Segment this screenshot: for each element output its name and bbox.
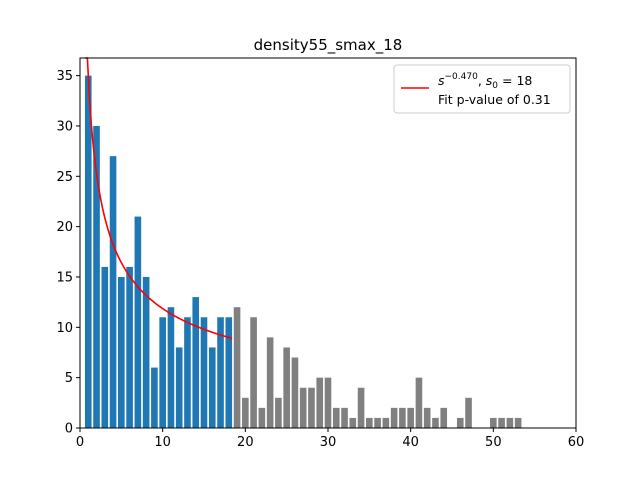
tail-bar	[390, 407, 398, 428]
y-tick-label: 10	[56, 321, 73, 336]
x-tick-label: 0	[76, 435, 84, 450]
x-axis: 0 10 20 30 40 50 60	[76, 428, 584, 450]
fit-bar	[134, 216, 142, 428]
x-tick-label: 20	[237, 435, 254, 450]
chart-title: density55_smax_18	[254, 36, 403, 55]
y-tick-label: 35	[56, 69, 73, 84]
tail-bar	[233, 307, 241, 428]
tail-bar	[407, 407, 414, 428]
tail-bar	[324, 377, 332, 428]
plot-bars	[84, 75, 522, 429]
y-tick-label: 30	[56, 119, 73, 134]
tail-bar	[498, 417, 505, 428]
x-tick-label: 60	[568, 435, 585, 450]
tail-bar	[357, 387, 365, 428]
y-tick-label: 0	[65, 422, 73, 437]
fit-bar	[109, 156, 117, 428]
tail-bar	[308, 387, 315, 428]
fit-bar	[159, 317, 166, 428]
tail-bar	[275, 397, 282, 428]
fit-bar	[225, 317, 233, 428]
fit-bar	[151, 367, 158, 428]
tail-bar	[266, 337, 274, 428]
tail-bar	[514, 417, 522, 428]
tail-bar	[316, 377, 324, 428]
tail-bar	[415, 377, 423, 428]
x-tick-label: 40	[402, 435, 419, 450]
legend: s−0.470, s0 = 18 Fit p-value of 0.31	[393, 64, 571, 114]
tail-bar	[332, 407, 340, 428]
tail-bar	[506, 417, 514, 428]
fit-bar	[175, 347, 183, 428]
tail-bar	[341, 407, 348, 428]
tail-bar	[382, 417, 390, 428]
tail-bar	[399, 407, 406, 428]
y-tick-label: 15	[56, 270, 73, 285]
fit-bar	[167, 307, 175, 428]
tail-bar	[432, 417, 439, 428]
fit-bar	[142, 276, 150, 428]
tail-bar	[258, 407, 266, 428]
tail-bar	[374, 417, 381, 428]
y-tick-label: 25	[56, 170, 73, 185]
tail-bar	[283, 347, 290, 428]
fit-bar	[101, 266, 109, 428]
tail-bar	[366, 417, 373, 428]
tail-bar	[423, 407, 431, 428]
fit-bar	[192, 297, 200, 428]
y-tick-label: 5	[65, 371, 73, 386]
fit-bar	[217, 317, 224, 428]
fit-bar	[118, 276, 125, 428]
tail-bar	[291, 357, 299, 428]
fit-bar	[126, 266, 133, 428]
tail-bar	[250, 317, 257, 428]
legend-box	[393, 64, 571, 114]
fit-bar	[184, 317, 191, 428]
x-tick-label: 50	[485, 435, 502, 450]
tail-bar	[490, 417, 497, 428]
x-tick-label: 10	[154, 435, 171, 450]
tail-bar	[456, 417, 464, 428]
x-tick-label: 30	[320, 435, 337, 450]
legend-note: Fit p-value of 0.31	[438, 92, 551, 107]
y-axis: 0 5 10 15 20 25 30 35	[56, 69, 80, 437]
fit-bar	[200, 317, 208, 428]
tail-bar	[299, 387, 307, 428]
tail-bar	[349, 417, 357, 428]
y-tick-label: 20	[56, 220, 73, 235]
tail-bar	[440, 407, 448, 428]
tail-bar	[465, 397, 472, 428]
fit-bar	[84, 75, 92, 429]
legend-entry-fit: s−0.470, s0 = 18	[438, 72, 532, 91]
fit-curve-line	[84, 57, 233, 340]
fit-bar	[93, 125, 100, 429]
fit-bar	[208, 347, 216, 428]
tail-bar	[242, 397, 249, 428]
